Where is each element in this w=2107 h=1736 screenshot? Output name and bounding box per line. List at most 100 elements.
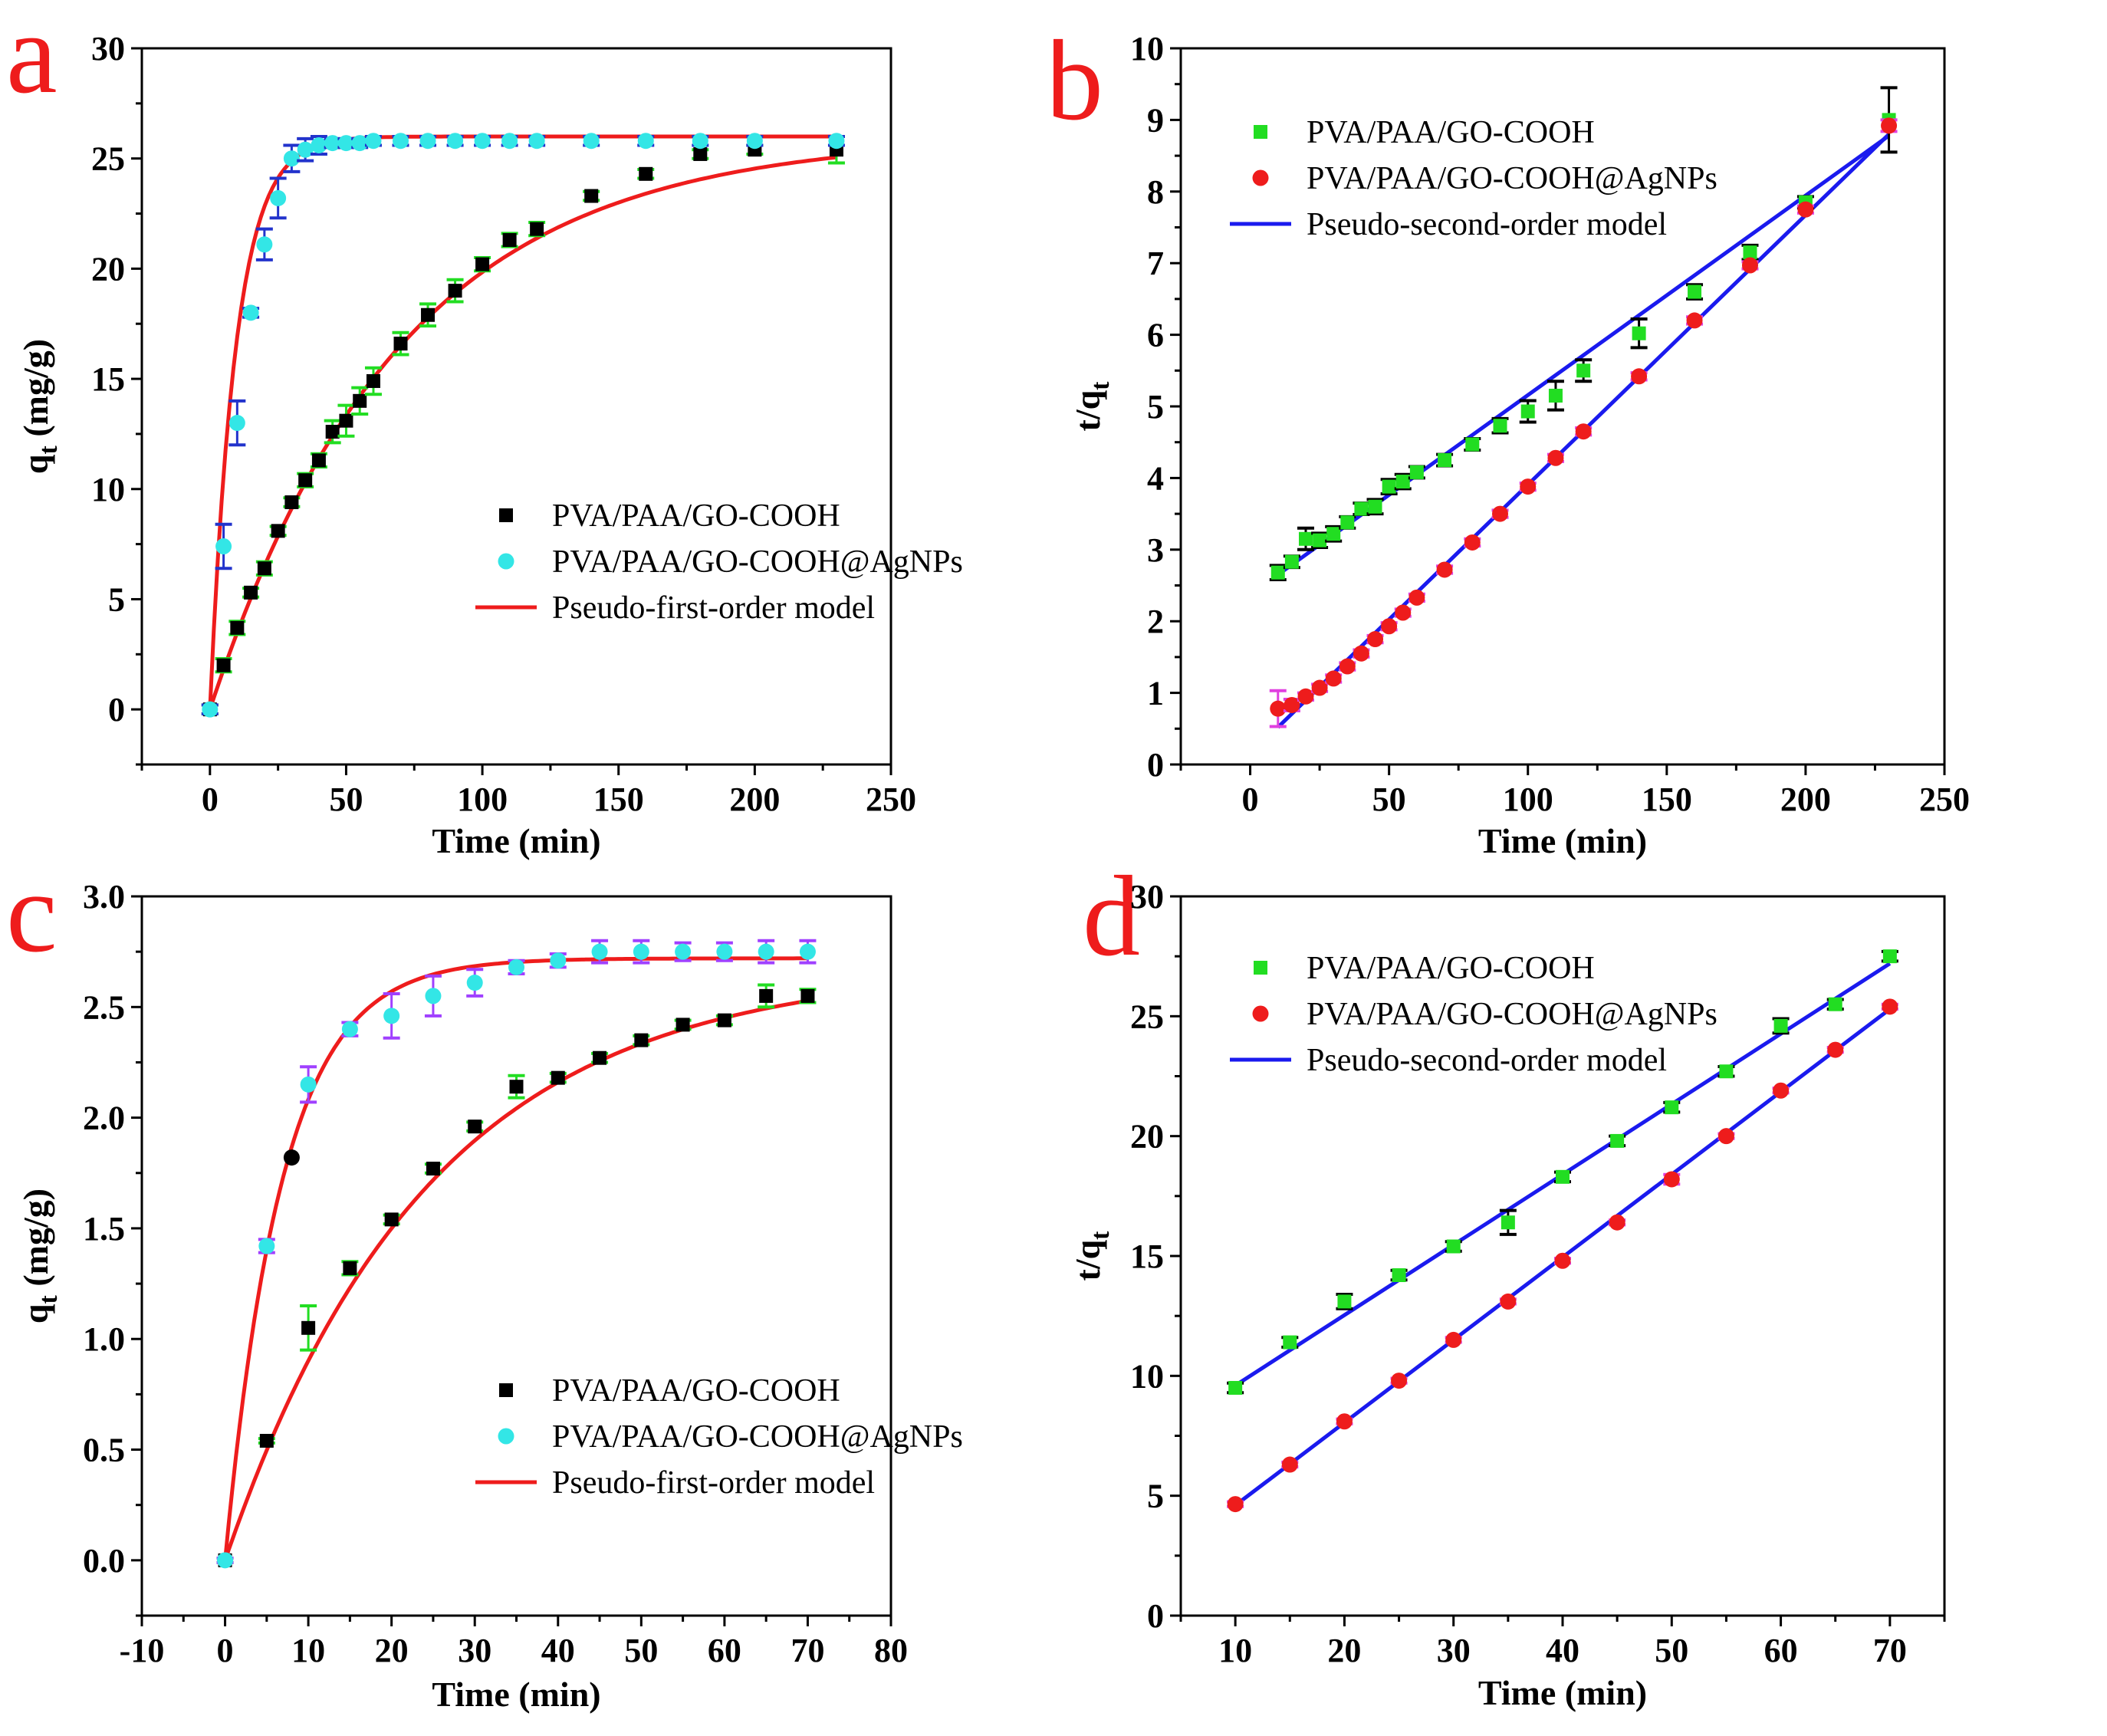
- series-circle: [1227, 998, 1898, 1513]
- data-point: [1368, 499, 1382, 514]
- data-point: [1464, 534, 1481, 551]
- x-tick-label: 100: [1503, 781, 1553, 818]
- data-point: [283, 1149, 300, 1166]
- y-tick-label: 1: [1147, 675, 1164, 712]
- data-point: [257, 561, 271, 576]
- data-point: [1686, 312, 1703, 329]
- x-tick-label: 0: [1242, 781, 1259, 818]
- x-tick-label: 30: [1437, 1632, 1471, 1669]
- x-tick-label: -10: [120, 1632, 165, 1669]
- y-axis-title-main: q: [16, 454, 55, 474]
- fit-line: [223, 998, 808, 1561]
- y-tick-label: 20: [91, 250, 125, 288]
- data-point: [343, 1261, 357, 1275]
- legend-label: Pseudo-second-order model: [1307, 1043, 1667, 1078]
- data-point: [591, 943, 608, 960]
- legend: PVA/PAA/GO-COOH PVA/PAA/GO-COOH@AgNPs Pseu…: [1230, 951, 1717, 1078]
- data-point: [1576, 363, 1591, 378]
- y-axis-title-unit: (mg/g): [16, 1189, 55, 1295]
- y-tick-label: 2: [1147, 603, 1164, 640]
- panel-b: b 0 50 100 150 200 250 0 1 2 3 4 5 6 7 8 9 10 Time (min) t/…: [1046, 0, 2107, 870]
- legend-marker: [1254, 125, 1267, 139]
- y-tick-label: 2.0: [83, 1100, 125, 1137]
- data-point: [216, 658, 231, 672]
- data-point: [1797, 201, 1814, 218]
- y-tick-label: 7: [1147, 245, 1164, 282]
- data-point: [799, 943, 816, 960]
- data-point: [1741, 257, 1758, 274]
- data-point: [258, 1238, 275, 1254]
- panel-c: c -10 0 10 20 30 40 50 60 70 80 0.0 0.5 1.0 1.5 2.0 2.5 3…: [0, 849, 1054, 1736]
- data-point: [1298, 531, 1313, 546]
- data-point: [468, 1120, 482, 1134]
- legend: PVA/PAA/GO-COOH PVA/PAA/GO-COOH@AgNPs Pseu…: [1230, 115, 1717, 242]
- y-tick-label: 20: [1130, 1118, 1164, 1156]
- data-point: [393, 133, 409, 150]
- axis-ticks: 0 50 100 150 200 250 0 5 10 15 20 25 30: [91, 30, 916, 818]
- data-point: [1284, 696, 1300, 713]
- panel-a: a 0 50 100 150 200 250 0 5 10 15 20 25 30 Time (min) qt…: [0, 0, 1054, 870]
- legend-label: PVA/PAA/GO-COOH@AgNPs: [1307, 997, 1717, 1032]
- data-point: [593, 1050, 607, 1065]
- data-point: [301, 1320, 316, 1335]
- data-point: [1882, 949, 1897, 964]
- data-point: [1281, 1456, 1298, 1473]
- data-point: [242, 304, 259, 321]
- y-tick-label: 3.0: [83, 878, 125, 916]
- y-tick-label: 0: [1147, 1597, 1164, 1635]
- x-tick-label: 20: [1327, 1632, 1361, 1669]
- legend-label: PVA/PAA/GO-COOH: [1307, 115, 1595, 150]
- data-point: [550, 952, 567, 969]
- axis-ticks: 0 50 100 150 200 250 0 1 2 3 4 5 6 7 8 9 10: [1130, 30, 1970, 818]
- data-point: [298, 473, 313, 488]
- data-point: [393, 337, 408, 351]
- x-tick-label: 70: [791, 1632, 824, 1669]
- data-point: [300, 1076, 317, 1093]
- x-tick-label: 40: [541, 1632, 575, 1669]
- data-point: [1501, 1215, 1515, 1230]
- y-axis-title-sub: t: [1086, 381, 1115, 390]
- data-point: [717, 1013, 731, 1027]
- fit-line: [208, 155, 837, 710]
- legend-label: PVA/PAA/GO-COOH@AgNPs: [1307, 161, 1717, 196]
- data-point: [759, 988, 774, 1003]
- legend-label: PVA/PAA/GO-COOH: [552, 1373, 840, 1409]
- chart-b: b 0 50 100 150 200 250 0 1 2 3 4 5 6 7 8 9 10 Time (min) t/…: [1046, 17, 1970, 860]
- data-point: [1284, 554, 1299, 569]
- y-tick-label: 9: [1147, 101, 1164, 139]
- data-point: [508, 958, 524, 975]
- chart-a: a 0 50 100 150 200 250 0 5 10 15 20 25 30 Time (min) qt…: [6, 0, 963, 860]
- data-point: [1227, 1496, 1244, 1513]
- x-tick-label: 0: [202, 781, 219, 818]
- series-circle: [216, 939, 817, 1569]
- data-point: [1465, 437, 1480, 452]
- data-point: [365, 133, 382, 150]
- panel-letter: d: [1083, 866, 1140, 980]
- y-tick-label: 25: [1130, 998, 1164, 1035]
- data-point: [1446, 1239, 1461, 1254]
- legend-label: PVA/PAA/GO-COOH@AgNPs: [552, 1419, 963, 1455]
- data-point: [509, 1080, 524, 1094]
- axis-ticks: -10 0 10 20 30 40 50 60 70 80 0.0 0.5 1.0 1.5 2.0 2.5 3.…: [83, 878, 908, 1669]
- data-point: [1828, 997, 1842, 1011]
- data-point: [716, 943, 733, 960]
- data-point: [425, 988, 442, 1004]
- data-point: [217, 1552, 234, 1569]
- data-point: [1773, 1018, 1788, 1033]
- y-tick-label: 4: [1147, 459, 1164, 497]
- data-point: [383, 1008, 400, 1024]
- y-axis-title: t/qt: [1068, 381, 1115, 432]
- y-axis-title: t/qt: [1068, 1231, 1115, 1281]
- data-point: [426, 1161, 440, 1175]
- data-point: [1663, 1171, 1680, 1188]
- data-point: [1326, 527, 1341, 541]
- data-point: [421, 307, 436, 322]
- y-tick-label: 5: [1147, 1478, 1164, 1515]
- data-point: [1367, 631, 1384, 648]
- data-point: [639, 166, 653, 181]
- data-point: [366, 373, 380, 388]
- data-point: [675, 943, 692, 960]
- data-point: [215, 538, 232, 554]
- data-point: [1719, 1064, 1734, 1079]
- x-tick-label: 10: [291, 1632, 325, 1669]
